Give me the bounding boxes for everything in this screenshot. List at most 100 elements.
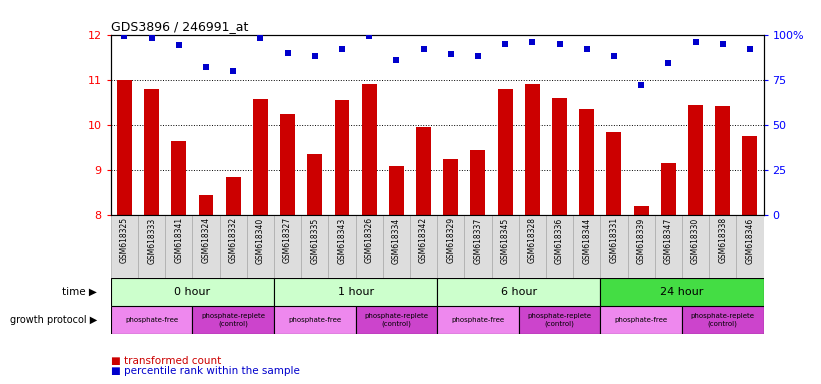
Point bbox=[608, 53, 621, 60]
Bar bbox=[253, 99, 268, 215]
Bar bbox=[416, 127, 431, 215]
Text: phosphate-free: phosphate-free bbox=[288, 317, 342, 323]
FancyBboxPatch shape bbox=[627, 215, 655, 278]
Text: GSM618347: GSM618347 bbox=[664, 217, 673, 263]
Point bbox=[716, 41, 729, 47]
Text: GSM618327: GSM618327 bbox=[283, 217, 292, 263]
Text: GSM618337: GSM618337 bbox=[474, 217, 483, 263]
Point bbox=[635, 82, 648, 88]
Text: GSM618328: GSM618328 bbox=[528, 217, 537, 263]
FancyBboxPatch shape bbox=[492, 215, 519, 278]
Bar bbox=[525, 84, 540, 215]
Point bbox=[444, 51, 457, 58]
FancyBboxPatch shape bbox=[465, 215, 492, 278]
FancyBboxPatch shape bbox=[600, 278, 764, 306]
Text: GSM618329: GSM618329 bbox=[447, 217, 456, 263]
FancyBboxPatch shape bbox=[682, 306, 764, 334]
Bar bbox=[470, 150, 485, 215]
Text: phosphate-free: phosphate-free bbox=[452, 317, 505, 323]
FancyBboxPatch shape bbox=[682, 215, 709, 278]
Bar bbox=[580, 109, 594, 215]
FancyBboxPatch shape bbox=[519, 215, 546, 278]
Point bbox=[118, 33, 131, 40]
Text: GSM618331: GSM618331 bbox=[609, 217, 618, 263]
Point bbox=[689, 39, 702, 45]
Bar bbox=[607, 132, 621, 215]
Bar bbox=[742, 136, 758, 215]
Point bbox=[525, 39, 539, 45]
Text: GSM618334: GSM618334 bbox=[392, 217, 401, 263]
FancyBboxPatch shape bbox=[736, 215, 764, 278]
Text: GSM618346: GSM618346 bbox=[745, 217, 754, 263]
Bar bbox=[552, 98, 567, 215]
Text: GSM618345: GSM618345 bbox=[501, 217, 510, 263]
Text: GSM618325: GSM618325 bbox=[120, 217, 129, 263]
Bar bbox=[498, 89, 512, 215]
Text: GSM618343: GSM618343 bbox=[337, 217, 346, 263]
FancyBboxPatch shape bbox=[274, 306, 355, 334]
Bar bbox=[307, 154, 323, 215]
FancyBboxPatch shape bbox=[438, 306, 519, 334]
Text: GSM618340: GSM618340 bbox=[256, 217, 265, 263]
FancyBboxPatch shape bbox=[138, 215, 165, 278]
Bar bbox=[634, 206, 649, 215]
Point bbox=[200, 64, 213, 70]
Bar bbox=[144, 89, 159, 215]
Point bbox=[743, 46, 756, 52]
Point bbox=[172, 42, 186, 48]
Bar bbox=[334, 100, 350, 215]
Text: GSM618342: GSM618342 bbox=[419, 217, 428, 263]
Text: GSM618336: GSM618336 bbox=[555, 217, 564, 263]
FancyBboxPatch shape bbox=[573, 215, 600, 278]
Bar bbox=[443, 159, 458, 215]
Point bbox=[662, 60, 675, 66]
Text: GSM618326: GSM618326 bbox=[365, 217, 374, 263]
Bar bbox=[172, 141, 186, 215]
Text: phosphate-replete
(control): phosphate-replete (control) bbox=[201, 313, 265, 327]
Text: ■ percentile rank within the sample: ■ percentile rank within the sample bbox=[111, 366, 300, 376]
Point bbox=[553, 41, 566, 47]
Text: GDS3896 / 246991_at: GDS3896 / 246991_at bbox=[111, 20, 248, 33]
Point bbox=[417, 46, 430, 52]
Bar bbox=[688, 104, 703, 215]
FancyBboxPatch shape bbox=[410, 215, 438, 278]
Bar bbox=[715, 106, 730, 215]
Text: GSM618339: GSM618339 bbox=[636, 217, 645, 263]
Point bbox=[498, 41, 511, 47]
FancyBboxPatch shape bbox=[519, 306, 600, 334]
Text: GSM618330: GSM618330 bbox=[691, 217, 700, 263]
FancyBboxPatch shape bbox=[355, 306, 438, 334]
FancyBboxPatch shape bbox=[274, 278, 438, 306]
Point bbox=[254, 35, 267, 41]
Point bbox=[227, 68, 240, 74]
Text: 6 hour: 6 hour bbox=[501, 287, 537, 297]
Bar bbox=[117, 80, 132, 215]
FancyBboxPatch shape bbox=[438, 278, 600, 306]
Bar bbox=[199, 195, 213, 215]
Text: 24 hour: 24 hour bbox=[660, 287, 704, 297]
Text: phosphate-replete
(control): phosphate-replete (control) bbox=[690, 313, 754, 327]
FancyBboxPatch shape bbox=[274, 215, 301, 278]
Point bbox=[471, 53, 484, 60]
Point bbox=[390, 57, 403, 63]
Point bbox=[580, 46, 594, 52]
Point bbox=[281, 50, 294, 56]
Text: phosphate-replete
(control): phosphate-replete (control) bbox=[365, 313, 429, 327]
FancyBboxPatch shape bbox=[655, 215, 682, 278]
Text: growth protocol ▶: growth protocol ▶ bbox=[10, 315, 97, 325]
Bar bbox=[280, 114, 295, 215]
Bar bbox=[661, 164, 676, 215]
Text: GSM618338: GSM618338 bbox=[718, 217, 727, 263]
Point bbox=[336, 46, 349, 52]
Text: phosphate-free: phosphate-free bbox=[615, 317, 667, 323]
Bar bbox=[226, 177, 241, 215]
FancyBboxPatch shape bbox=[220, 215, 247, 278]
FancyBboxPatch shape bbox=[709, 215, 736, 278]
FancyBboxPatch shape bbox=[111, 278, 274, 306]
Text: phosphate-free: phosphate-free bbox=[125, 317, 178, 323]
FancyBboxPatch shape bbox=[111, 306, 192, 334]
FancyBboxPatch shape bbox=[192, 306, 274, 334]
Text: phosphate-replete
(control): phosphate-replete (control) bbox=[528, 313, 592, 327]
Text: GSM618324: GSM618324 bbox=[201, 217, 210, 263]
FancyBboxPatch shape bbox=[600, 215, 627, 278]
